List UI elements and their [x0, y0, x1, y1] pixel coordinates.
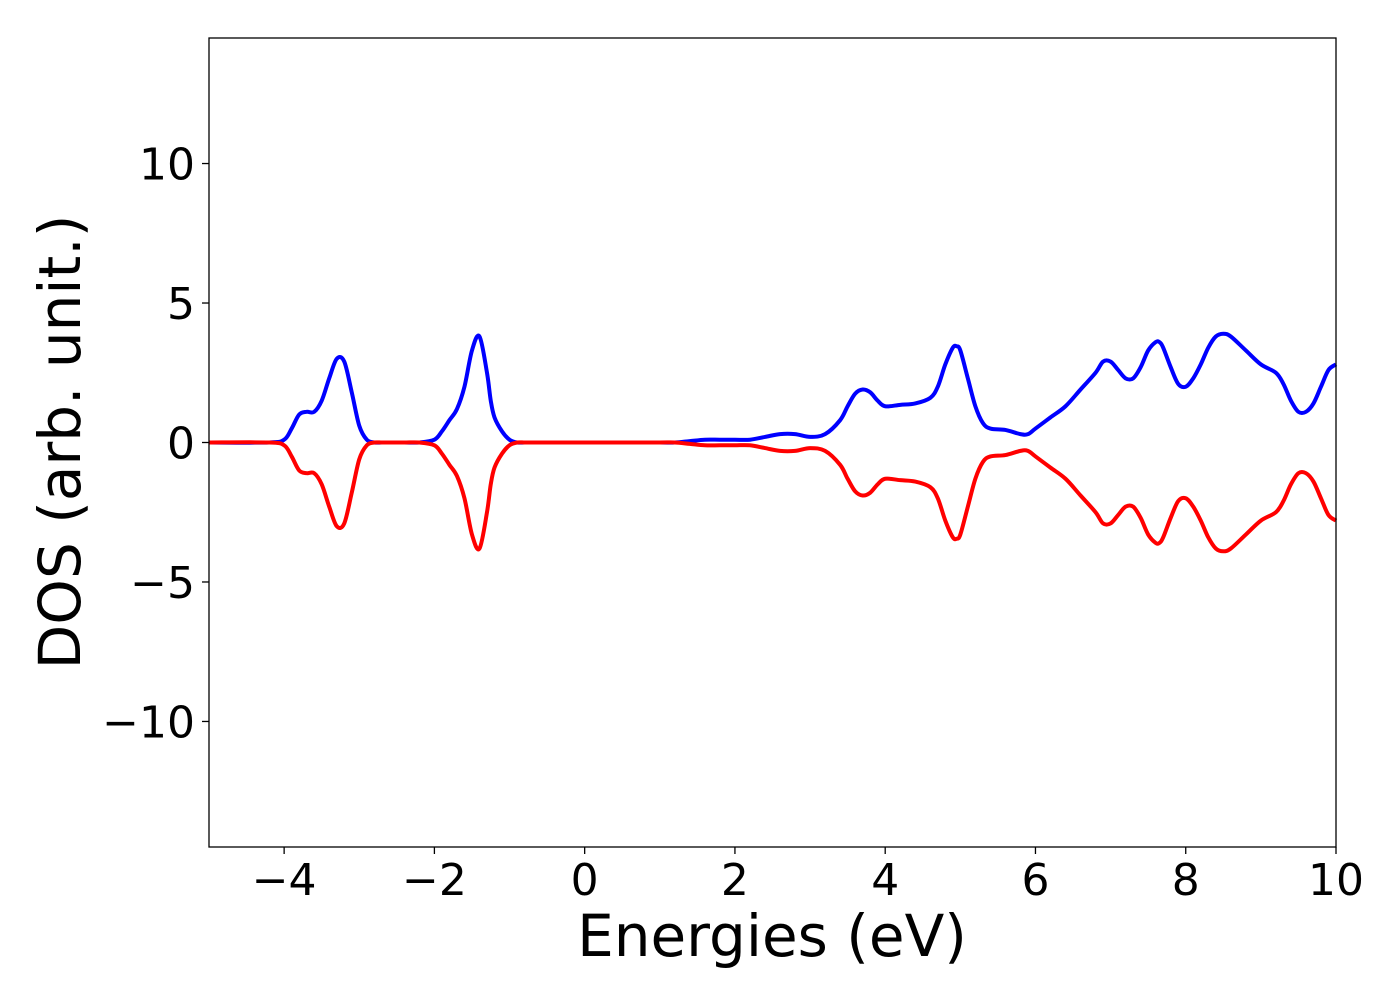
y-tick-label: 5 [167, 279, 195, 330]
x-tick-label: −4 [252, 855, 317, 906]
x-axis-title: Energies (eV) [577, 902, 967, 970]
x-tick-label: 10 [1308, 855, 1364, 906]
x-tick-label: 2 [721, 855, 749, 906]
y-tick-label: −5 [130, 558, 195, 609]
y-tick-label: 0 [167, 419, 195, 470]
dos-series-line-blue [208, 331, 1338, 445]
y-axis-title: DOS (arb. unit.) [26, 215, 94, 670]
x-tick-label: −2 [402, 855, 467, 906]
series-layer [208, 331, 1338, 554]
y-axis: −10 −5 0 5 10 [102, 140, 209, 748]
x-tick-label: 8 [1172, 855, 1200, 906]
x-tick-label: 6 [1021, 855, 1049, 906]
x-axis: −4 −2 0 2 4 6 8 10 [252, 847, 1364, 906]
x-tick-label: 0 [571, 855, 599, 906]
y-tick-label: −10 [102, 697, 195, 748]
dos-series-line-red [208, 440, 1338, 554]
y-tick-label: 10 [139, 140, 195, 191]
x-tick-label: 4 [871, 855, 899, 906]
